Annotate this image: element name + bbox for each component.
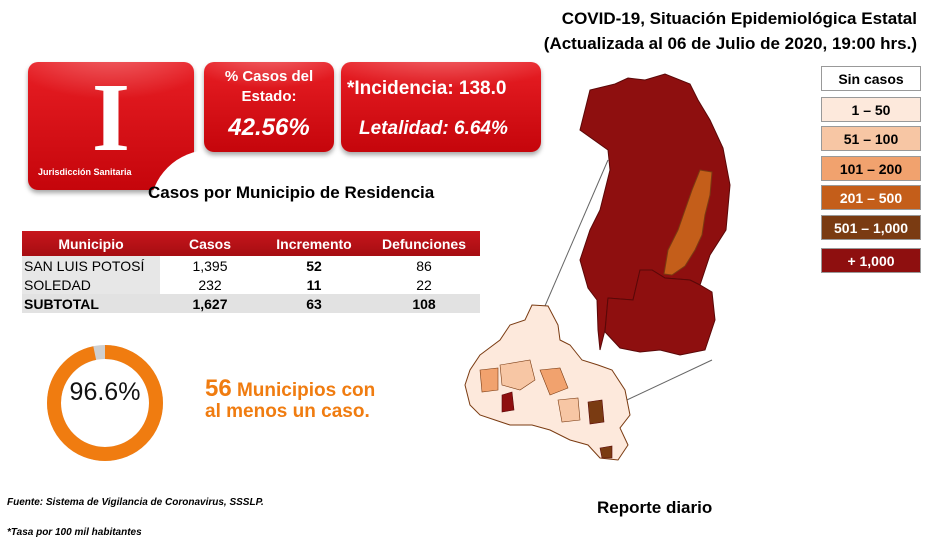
cell-casos: 232 xyxy=(198,276,222,293)
table-row: SOLEDAD 232 11 22 xyxy=(22,275,480,294)
cell-subtotal-casos: 1,627 xyxy=(160,294,260,313)
table-header-row: Municipio Casos Incremento Defunciones xyxy=(22,231,480,256)
map-municipality xyxy=(587,399,605,425)
legend-item: Sin casos xyxy=(821,66,921,91)
cell-subtotal-label: SUBTOTAL xyxy=(22,294,160,313)
col-casos: Casos xyxy=(160,231,260,256)
municipalities-count: 56 xyxy=(205,375,232,402)
coverage-ring xyxy=(47,345,163,461)
map-municipality-slp xyxy=(501,391,515,413)
map-municipality xyxy=(599,445,613,459)
cell-incremento: 11 xyxy=(306,276,322,293)
map-region-soledad xyxy=(663,169,713,276)
state-map xyxy=(464,73,731,461)
rate-note: *Tasa por 100 mil habitantes xyxy=(7,527,142,538)
jurisdiction-card: I Jurisdicción Sanitaria xyxy=(28,62,194,190)
municipalities-line1: 56 Municipios con xyxy=(205,375,375,403)
legend-item: 501 – 1,000 xyxy=(821,215,921,240)
state-share-value: 42.56% xyxy=(228,114,310,141)
cell-defunciones: 86 xyxy=(416,257,432,274)
map-region-south xyxy=(604,269,716,356)
jurisdiction-label: Jurisdicción Sanitaria xyxy=(38,167,132,177)
legend-item: 1 – 50 xyxy=(821,97,921,122)
cell-incremento: 52 xyxy=(306,257,322,274)
municipalities-line2: al menos un caso. xyxy=(205,401,370,422)
legend-item: 51 – 100 xyxy=(821,126,921,151)
col-defunciones: Defunciones xyxy=(368,231,480,256)
legend-item: + 1,000 xyxy=(821,248,921,273)
section-title: Casos por Municipio de Residencia xyxy=(148,183,435,202)
map-municipality xyxy=(539,367,569,396)
legend-item: 101 – 200 xyxy=(821,156,921,181)
coverage-percent: 96.6% xyxy=(69,378,141,406)
report-title: COVID-19, Situación Epidemiológica Estat… xyxy=(561,9,917,28)
subtotal-row: SUBTOTAL 1,627 63 108 xyxy=(22,294,480,313)
map-municipality xyxy=(479,367,499,393)
table-row: SAN LUIS POTOSÍ 1,395 52 86 xyxy=(22,256,480,275)
col-incremento: Incremento xyxy=(260,231,368,256)
municipality-table: Municipio Casos Incremento Defunciones S… xyxy=(22,231,480,313)
jurisdiction-number: I xyxy=(91,64,131,172)
map-municipality xyxy=(557,397,581,423)
incidence-card: *Incidencia: 138.0 Letalidad: 6.64% xyxy=(341,62,541,152)
cell-subtotal-incremento: 63 xyxy=(260,294,368,313)
cell-casos: 1,395 xyxy=(192,257,228,274)
report-date: (Actualizada al 06 de Julio de 2020, 19:… xyxy=(543,34,917,53)
state-share-label: % Casos del Estado: xyxy=(224,68,314,105)
ring-progress xyxy=(47,345,163,461)
state-share-card: % Casos del Estado: 42.56% xyxy=(204,62,334,152)
daily-report-label: Reporte diario xyxy=(597,498,713,517)
lethality-value: Letalidad: 6.64% xyxy=(359,118,508,139)
source-note: Fuente: Sistema de Vigilancia de Coronav… xyxy=(7,497,264,508)
incidence-value: *Incidencia: 138.0 xyxy=(347,78,507,99)
cell-subtotal-defunciones: 108 xyxy=(368,294,480,313)
cell-defunciones: 22 xyxy=(416,276,432,293)
cell-municipio: SAN LUIS POTOSÍ xyxy=(22,256,160,275)
legend-item: 201 – 500 xyxy=(821,185,921,210)
map-municipality xyxy=(499,359,536,391)
cell-municipio: SOLEDAD xyxy=(22,275,160,294)
col-municipio: Municipio xyxy=(22,231,160,256)
municipalities-text: Municipios con xyxy=(231,380,376,401)
